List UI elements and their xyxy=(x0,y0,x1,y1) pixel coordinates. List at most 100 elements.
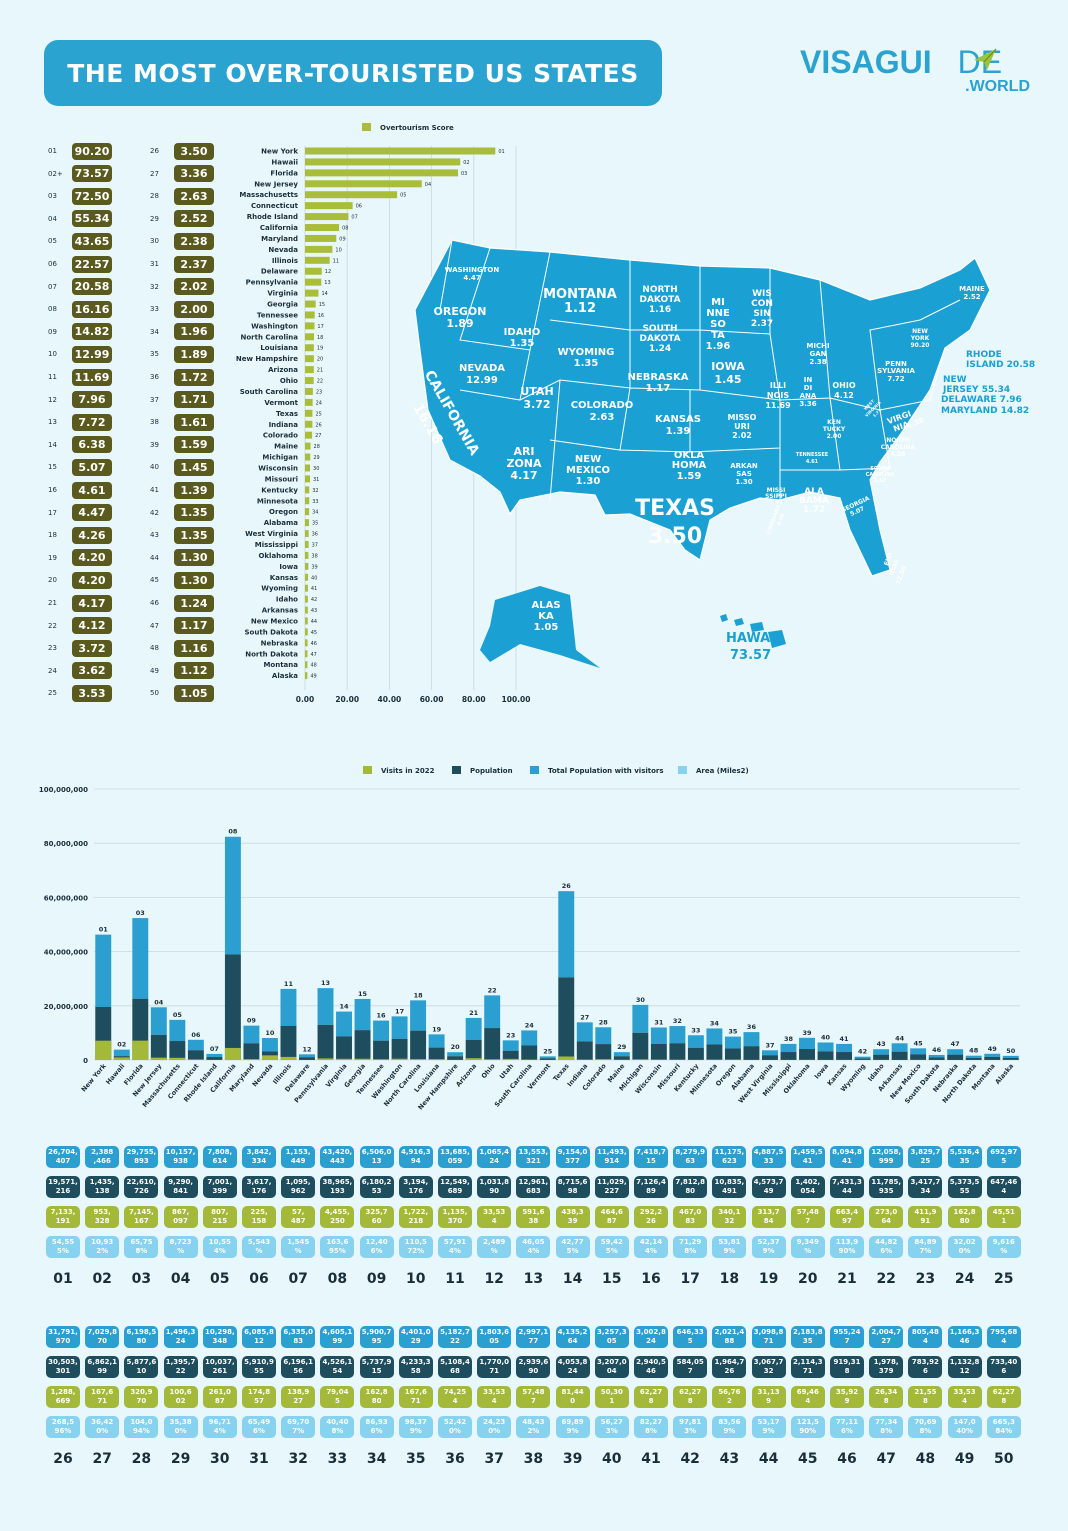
bar-rank-label: 30 xyxy=(636,996,646,1004)
card-rank-label: 45 xyxy=(798,1451,818,1467)
data-card-population: 584,05 7 xyxy=(673,1356,708,1378)
data-card-area: 56,27 3% xyxy=(594,1416,629,1438)
card-value-line: 19,571, xyxy=(48,1178,78,1186)
card-rank-label: 32 xyxy=(288,1451,308,1467)
data-card-population: 8,715,6 98 xyxy=(555,1176,590,1198)
card-value-line: 99 xyxy=(332,1337,343,1345)
data-card-population: 3,417,7 34 xyxy=(908,1176,943,1198)
bar xyxy=(305,278,322,286)
card-value-line: 334 xyxy=(251,1157,267,1165)
card-value-line: 147,0 xyxy=(953,1418,976,1426)
card-value-line: % xyxy=(1000,1247,1008,1255)
card-value-line: 1,132,8 xyxy=(949,1358,980,1366)
arkansas-score: 1.30 xyxy=(735,478,752,486)
ranking-row: 45 1.30 xyxy=(150,571,214,589)
card-value-line: 98 xyxy=(567,1187,578,1195)
data-card-visits: 33,53 4 xyxy=(477,1386,512,1408)
card-value-line: 2% xyxy=(527,1427,540,1435)
data-card-area: 113,9 90% xyxy=(830,1236,864,1258)
rank-number: 40 xyxy=(150,463,159,472)
northdakota-label-1: NORTH xyxy=(642,285,677,295)
card-rank-label: 03 xyxy=(131,1271,152,1287)
card-value-line: 83 xyxy=(293,1337,304,1345)
bar-visits xyxy=(354,1058,371,1060)
bar-total-population xyxy=(669,1026,686,1044)
score-pill: 1.96 xyxy=(174,323,214,341)
data-card-total-population: 1,153, 449 xyxy=(281,1146,316,1168)
card-value-line: 40,40 xyxy=(326,1418,349,1426)
data-card-visits: 162,8 80 xyxy=(947,1206,982,1228)
bar-visits xyxy=(169,1057,186,1060)
ranking-row: 10 12.99 xyxy=(48,345,112,363)
score-pill: 3.62 xyxy=(72,662,112,680)
bar-total-population xyxy=(873,1049,890,1055)
oregon-label: OREGON xyxy=(434,305,487,318)
ranking-row: 08 16.16 xyxy=(48,300,112,318)
card-value-line: 30,503, xyxy=(48,1358,78,1366)
data-card-area: 70,69 8% xyxy=(908,1416,943,1438)
data-card-total-population: 26,704, 407 xyxy=(46,1146,80,1168)
card-value-line: 4 xyxy=(805,1397,811,1405)
ohio-label: OHIO xyxy=(832,381,855,390)
card-value-line: 31,13 xyxy=(757,1388,780,1396)
texas-label: TEXAS xyxy=(635,496,715,521)
ranking-row: 38 1.61 xyxy=(150,413,214,431)
card-value-line: 59,42 xyxy=(600,1238,623,1246)
bar xyxy=(305,562,309,570)
rank-number: 13 xyxy=(48,418,57,427)
card-value-line: 7,431,3 xyxy=(832,1178,862,1186)
card-value-line: 54,55 xyxy=(51,1238,75,1246)
rank-label: 14 xyxy=(321,291,327,297)
card-value-line: 4% xyxy=(213,1427,226,1435)
data-card-population: 7,431,3 44 xyxy=(830,1176,864,1198)
card-value-line: 53,81 xyxy=(718,1238,741,1246)
card-value-line: 64 xyxy=(881,1217,892,1225)
bar-rank-label: 49 xyxy=(988,1045,998,1053)
bar xyxy=(305,333,314,341)
card-value-line: 113,9 xyxy=(835,1238,859,1246)
category-label: New York xyxy=(80,1062,109,1094)
card-value-line: 647,46 xyxy=(990,1178,1018,1186)
data-card-total-population: 4,135,2 64 xyxy=(555,1326,590,1348)
data-card-area: 8,723% xyxy=(163,1236,198,1258)
bar-total-population xyxy=(169,1019,186,1042)
kentucky-score: 2.00 xyxy=(827,433,842,440)
card-value-line: 5,108,4 xyxy=(440,1358,470,1366)
data-card-total-population: 7,418,7 15 xyxy=(634,1146,668,1168)
score-pill: 20.58 xyxy=(72,278,112,296)
card-value-line: 04 xyxy=(606,1367,617,1375)
data-card-visits: 50,30 1 xyxy=(594,1386,629,1408)
card-value-line: 377 xyxy=(565,1157,580,1165)
card-rank-label: 24 xyxy=(954,1271,975,1287)
card-value-line: 80 xyxy=(685,1187,696,1195)
card-value-line: 70 xyxy=(97,1337,108,1345)
data-card-population: 3,067,7 32 xyxy=(751,1356,786,1378)
y-tick-label: 100,000,000 xyxy=(39,786,88,794)
bar-population xyxy=(576,1041,593,1060)
rank-label: 26 xyxy=(315,422,321,428)
data-card-area: 59,42 5% xyxy=(594,1236,629,1258)
ranking-row: 18 4.26 xyxy=(48,526,112,544)
bar xyxy=(305,595,308,603)
category-label: New Hampshire xyxy=(236,355,298,363)
data-card-total-population: 4,401,0 29 xyxy=(398,1326,433,1348)
bar-population xyxy=(373,1040,390,1060)
ranking-row: 01 90.20 xyxy=(48,142,112,160)
y-tick-label: 80,000,000 xyxy=(44,840,88,848)
data-card-area: 5,543% xyxy=(242,1236,276,1258)
data-card-total-population: 1,803,6 05 xyxy=(477,1326,512,1348)
rank-label: 03 xyxy=(461,171,467,177)
category-label: West Virginia xyxy=(245,530,298,538)
x-tick-label: 60.00 xyxy=(420,695,444,704)
data-card-population: 10,835, 491 xyxy=(712,1176,747,1198)
card-value-line: 35 xyxy=(802,1337,813,1345)
score-pill: 1.16 xyxy=(174,639,214,657)
card-value-line: 273,0 xyxy=(875,1208,898,1216)
card-value-line: 7 xyxy=(805,1217,811,1225)
card-rank-label: 01 xyxy=(53,1271,73,1287)
card-value-line: 9,290, xyxy=(168,1178,193,1186)
bar xyxy=(305,442,311,450)
card-value-line: 12,549, xyxy=(440,1178,470,1186)
card-value-line: 689 xyxy=(447,1187,463,1195)
card-value-line: 27 xyxy=(881,1337,892,1345)
